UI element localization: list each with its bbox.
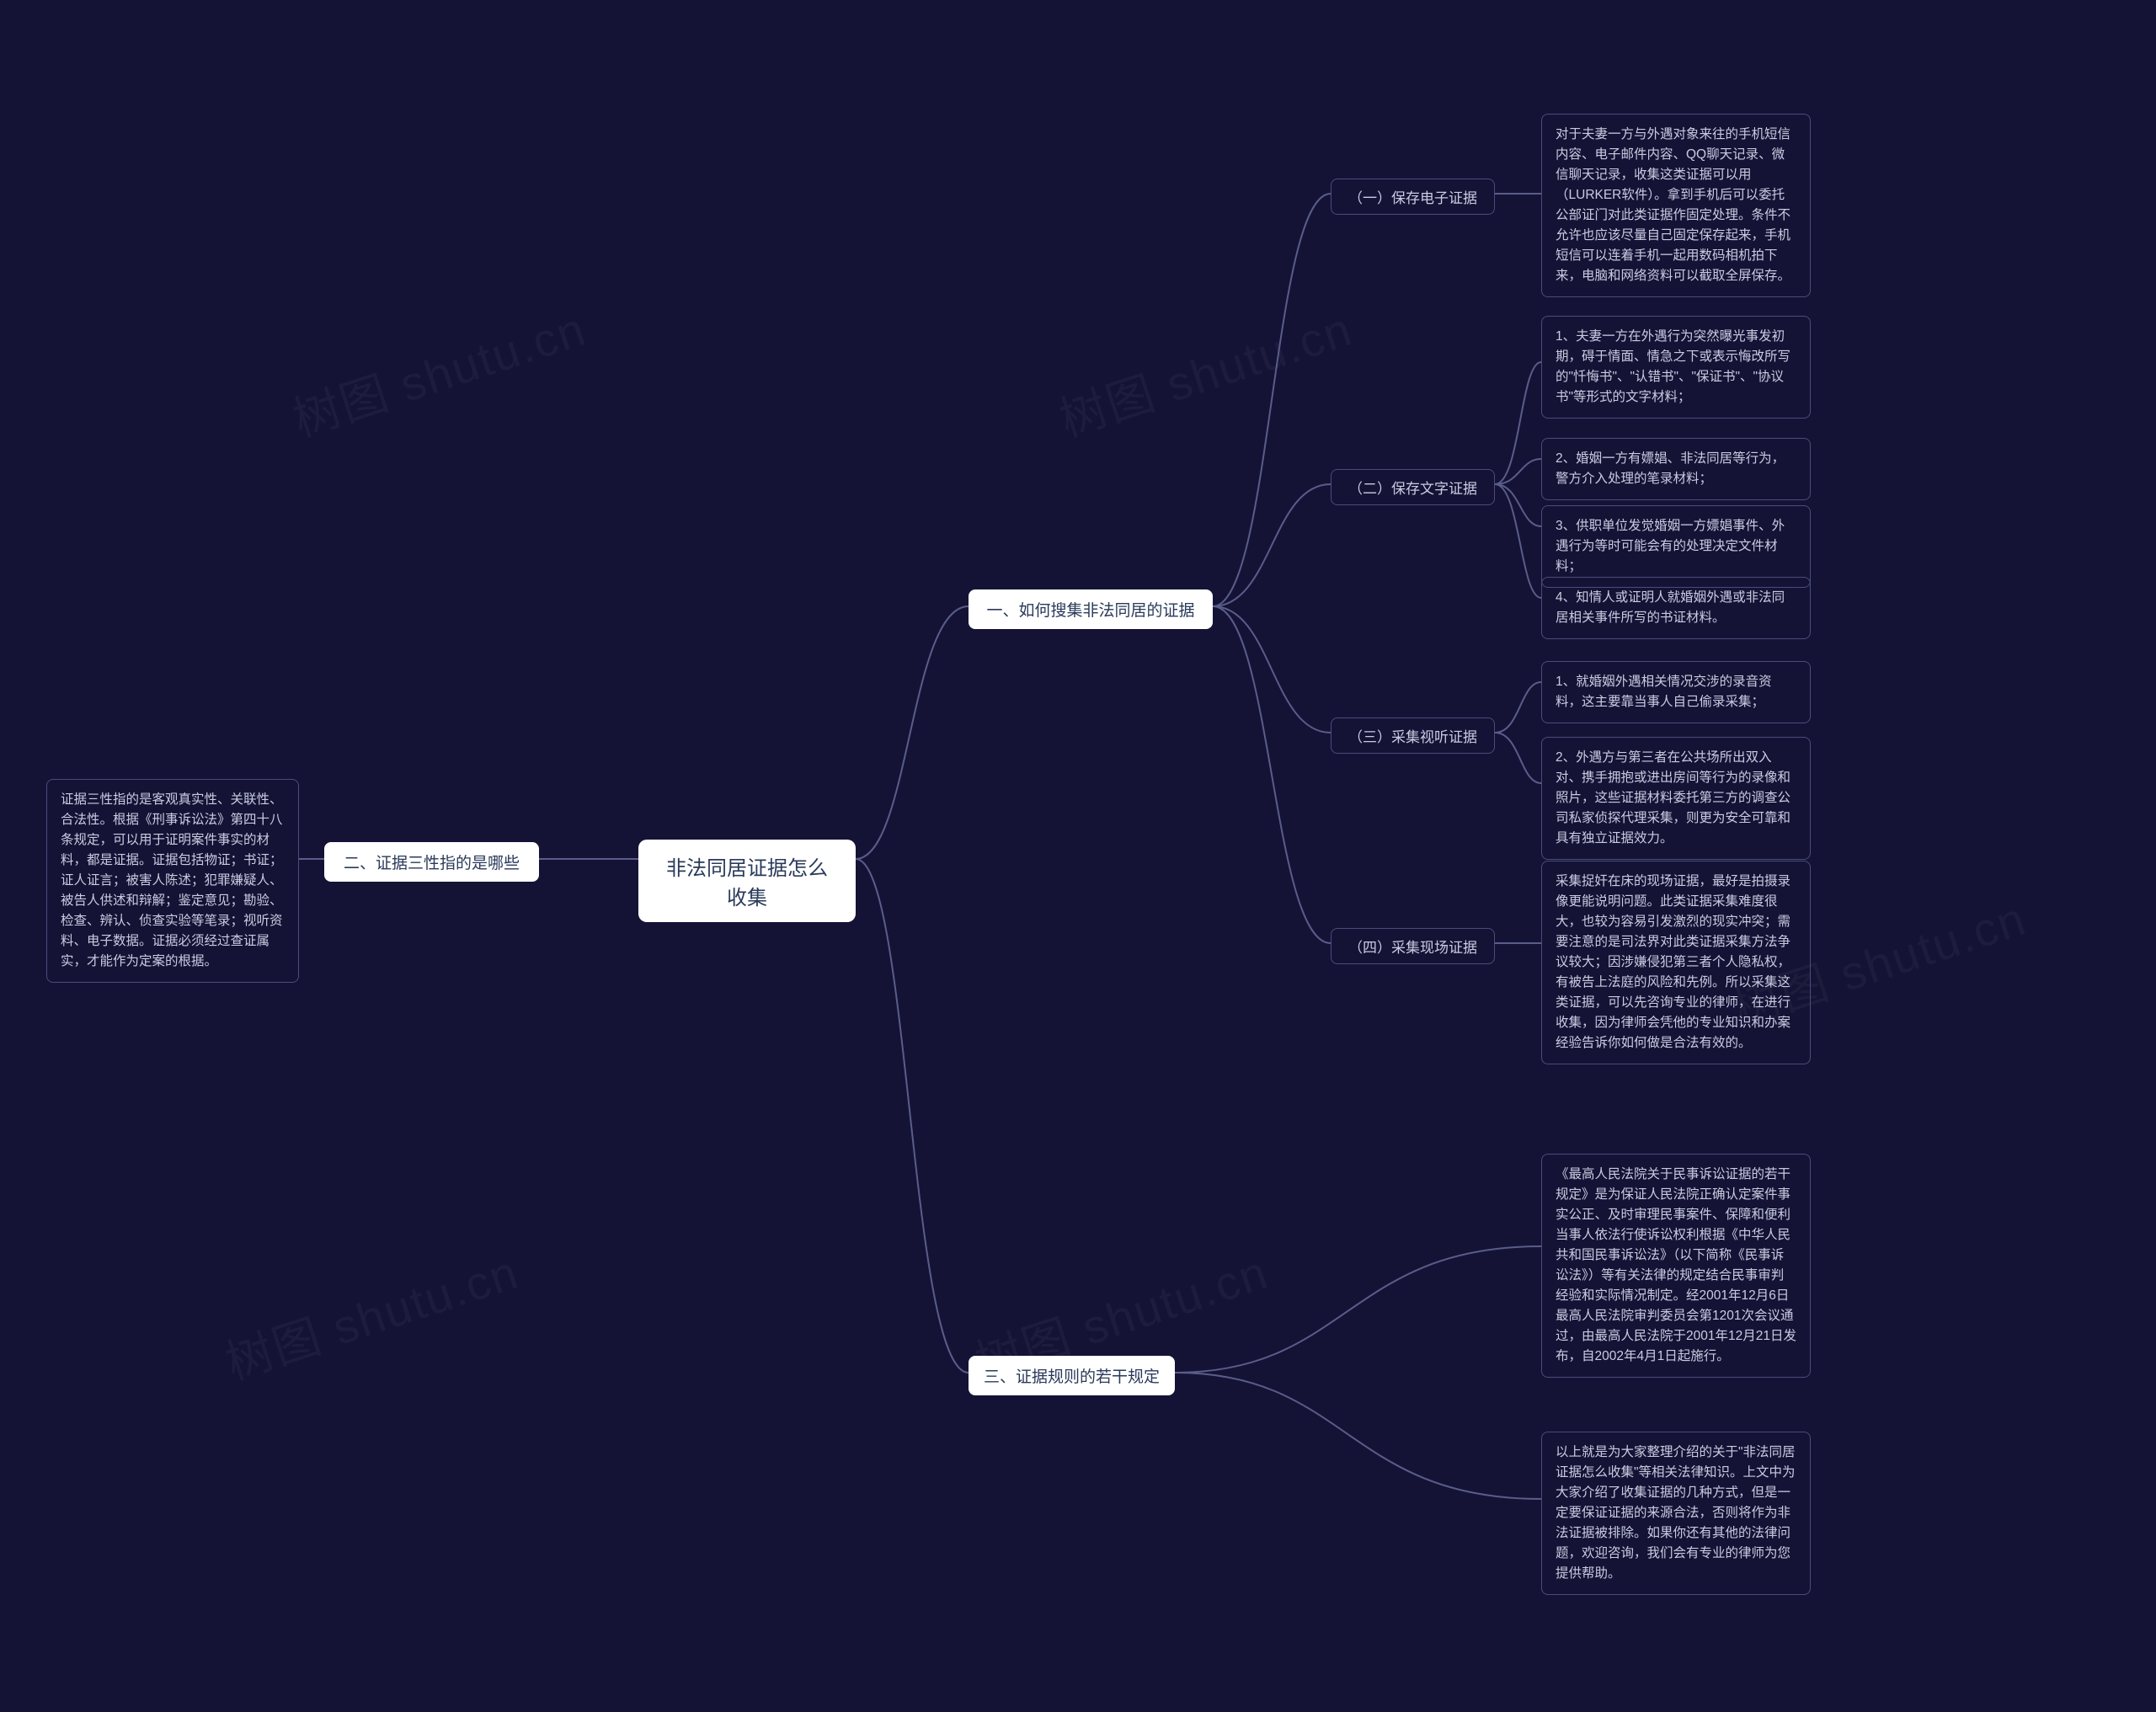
leaf-1-3-1: 1、就婚姻外遇相关情况交涉的录音资料，这主要靠当事人自己偷录采集； [1541,661,1811,723]
leaf-left-text: 证据三性指的是客观真实性、关联性、合法性。根据《刑事诉讼法》第四十八条规定，可以… [61,792,283,968]
leaf-1-2-3: 3、供职单位发觉婚姻一方嫖娼事件、外遇行为等时可能会有的处理决定文件材料； [1541,505,1811,588]
sub-1-1[interactable]: （一）保存电子证据 [1331,179,1495,215]
branch-right-1[interactable]: 一、如何搜集非法同居的证据 [969,589,1213,629]
leaf-1-2-2-text: 2、婚姻一方有嫖娼、非法同居等行为，警方介入处理的笔录材料； [1556,451,1785,486]
root-node[interactable]: 非法同居证据怎么收集 [638,840,856,922]
watermark: 树图 shutu.cn [1049,291,1360,451]
sub-1-4-label: （四）采集现场证据 [1348,936,1477,957]
leaf-1-1-1-text: 对于夫妻一方与外遇对象来往的手机短信内容、电子邮件内容、QQ聊天记录、微信聊天记… [1556,127,1790,283]
leaf-left: 证据三性指的是客观真实性、关联性、合法性。根据《刑事诉讼法》第四十八条规定，可以… [46,779,299,983]
sub-1-4[interactable]: （四）采集现场证据 [1331,928,1495,964]
leaf-3-1-text: 《最高人民法院关于民事诉讼证据的若干规定》是为保证人民法院正确认定案件事实公正、… [1556,1167,1796,1363]
watermark: 树图 shutu.cn [216,1235,526,1394]
root-label: 非法同居证据怎么收集 [657,851,837,910]
leaf-1-4-1: 采集捉奸在床的现场证据，最好是拍摄录像更能说明问题。此类证据采集难度很大，也较为… [1541,861,1811,1064]
leaf-1-3-1-text: 1、就婚姻外遇相关情况交涉的录音资料，这主要靠当事人自己偷录采集； [1556,675,1772,709]
branch-right-1-label: 一、如何搜集非法同居的证据 [986,598,1194,621]
branch-right-2[interactable]: 三、证据规则的若干规定 [969,1356,1175,1395]
branch-left[interactable]: 二、证据三性指的是哪些 [324,842,539,882]
sub-1-3[interactable]: （三）采集视听证据 [1331,717,1495,754]
leaf-1-2-3-text: 3、供职单位发觉婚姻一方嫖娼事件、外遇行为等时可能会有的处理决定文件材料； [1556,519,1785,573]
branch-left-label: 二、证据三性指的是哪些 [344,851,520,873]
leaf-3-2: 以上就是为大家整理介绍的关于"非法同居证据怎么收集"等相关法律知识。上文中为大家… [1541,1432,1811,1595]
leaf-1-2-1: 1、夫妻一方在外遇行为突然曝光事发初期，碍于情面、情急之下或表示悔改所写的"忏悔… [1541,316,1811,419]
leaf-1-2-2: 2、婚姻一方有嫖娼、非法同居等行为，警方介入处理的笔录材料； [1541,438,1811,500]
sub-1-1-label: （一）保存电子证据 [1348,186,1477,207]
connector-lines [0,0,2156,1712]
leaf-1-2-4: 4、知情人或证明人就婚姻外遇或非法同居相关事件所写的书证材料。 [1541,577,1811,639]
sub-1-2-label: （二）保存文字证据 [1348,477,1477,498]
leaf-3-2-text: 以上就是为大家整理介绍的关于"非法同居证据怎么收集"等相关法律知识。上文中为大家… [1556,1445,1796,1581]
leaf-1-4-1-text: 采集捉奸在床的现场证据，最好是拍摄录像更能说明问题。此类证据采集难度很大，也较为… [1556,874,1790,1050]
leaf-1-3-2: 2、外遇方与第三者在公共场所出双入对、携手拥抱或进出房间等行为的录像和照片，这些… [1541,737,1811,860]
sub-1-3-label: （三）采集视听证据 [1348,725,1477,746]
branch-right-2-label: 三、证据规则的若干规定 [984,1364,1160,1387]
watermark: 树图 shutu.cn [283,291,594,451]
leaf-1-1-1: 对于夫妻一方与外遇对象来往的手机短信内容、电子邮件内容、QQ聊天记录、微信聊天记… [1541,114,1811,297]
leaf-1-2-1-text: 1、夫妻一方在外遇行为突然曝光事发初期，碍于情面、情急之下或表示悔改所写的"忏悔… [1556,329,1790,404]
sub-1-2[interactable]: （二）保存文字证据 [1331,469,1495,505]
leaf-3-1: 《最高人民法院关于民事诉讼证据的若干规定》是为保证人民法院正确认定案件事实公正、… [1541,1154,1811,1378]
leaf-1-3-2-text: 2、外遇方与第三者在公共场所出双入对、携手拥抱或进出房间等行为的录像和照片，这些… [1556,750,1790,845]
leaf-1-2-4-text: 4、知情人或证明人就婚姻外遇或非法同居相关事件所写的书证材料。 [1556,590,1785,625]
